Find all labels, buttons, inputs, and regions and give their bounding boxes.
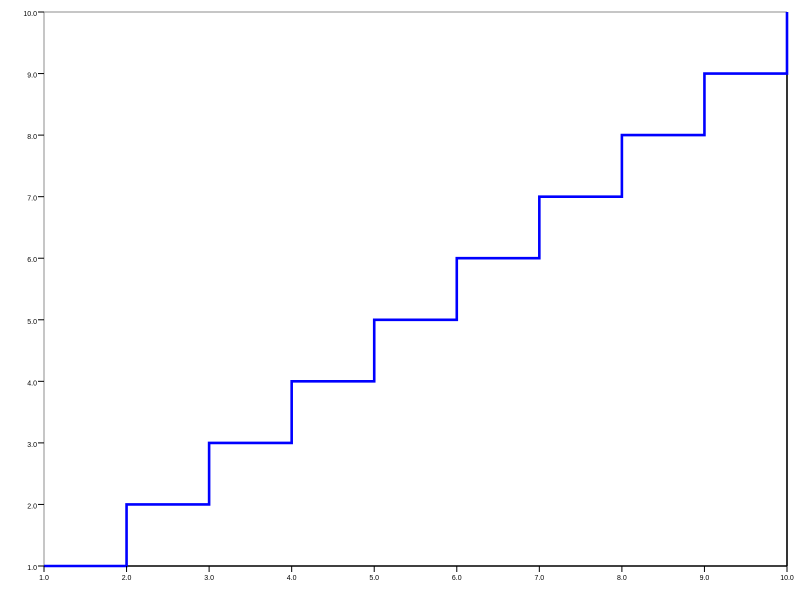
svg-text:4.0: 4.0 [287, 575, 297, 582]
svg-text:3.0: 3.0 [204, 575, 214, 582]
svg-text:10.0: 10.0 [780, 575, 794, 582]
svg-text:4.0: 4.0 [27, 380, 37, 387]
svg-text:5.0: 5.0 [369, 575, 379, 582]
svg-text:5.0: 5.0 [27, 319, 37, 326]
svg-text:6.0: 6.0 [27, 257, 37, 264]
svg-text:1.0: 1.0 [39, 575, 49, 582]
svg-text:8.0: 8.0 [617, 575, 627, 582]
svg-text:9.0: 9.0 [27, 73, 37, 80]
svg-text:10.0: 10.0 [23, 11, 37, 18]
svg-text:3.0: 3.0 [27, 442, 37, 449]
svg-text:2.0: 2.0 [27, 503, 37, 510]
svg-text:8.0: 8.0 [27, 134, 37, 141]
svg-text:2.0: 2.0 [122, 575, 132, 582]
svg-text:7.0: 7.0 [27, 196, 37, 203]
svg-text:6.0: 6.0 [452, 575, 462, 582]
svg-text:7.0: 7.0 [534, 575, 544, 582]
svg-text:1.0: 1.0 [27, 565, 37, 572]
svg-text:9.0: 9.0 [700, 575, 710, 582]
